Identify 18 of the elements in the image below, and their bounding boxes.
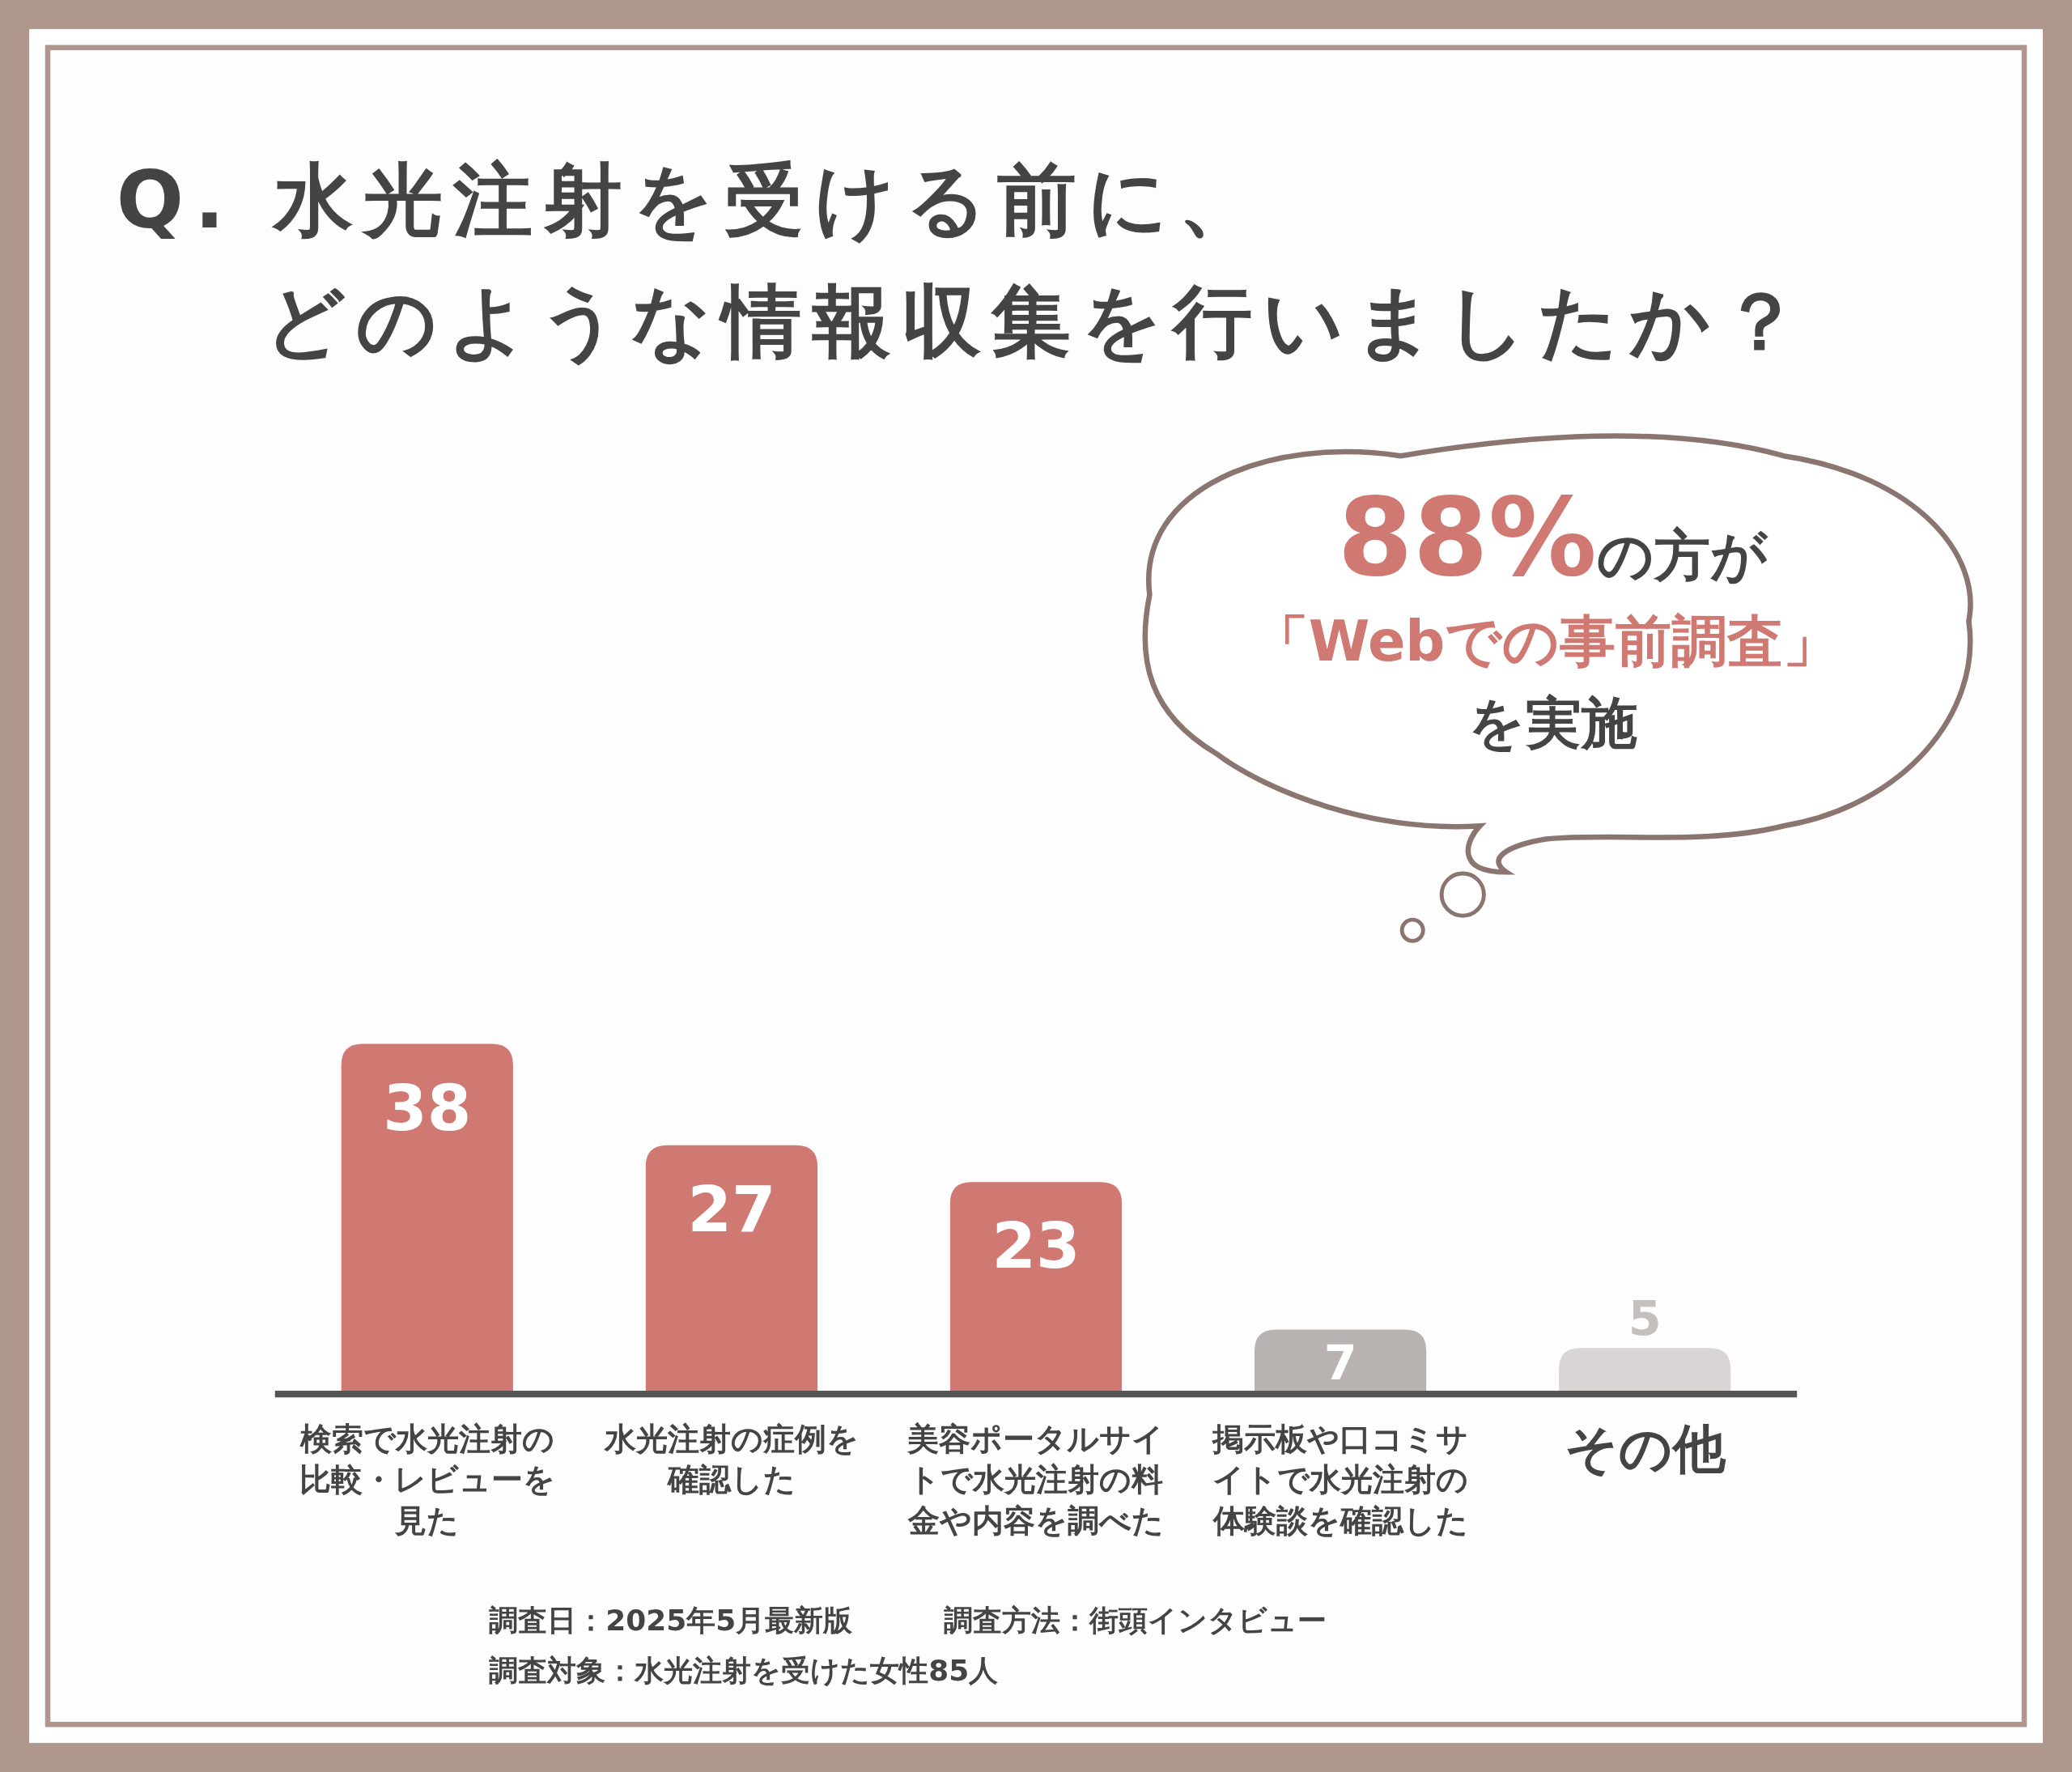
annotation: を実施: [1467, 691, 1637, 756]
data-label: 7: [1323, 1335, 1357, 1392]
data-label: 27: [687, 1171, 776, 1246]
annotation: 88%の方が: [1337, 474, 1768, 601]
data-label: 23: [991, 1209, 1081, 1283]
data-label: 5: [1628, 1290, 1662, 1346]
data-label: 38: [383, 1070, 472, 1145]
annotation: 「Webでの事前調査」: [1252, 609, 1840, 674]
category: その他: [1564, 1417, 1726, 1479]
annotation: 調査対象：水光注射を受けた女性85人: [489, 1654, 999, 1688]
category: 検索で水光注射の比較・レビューを見た: [299, 1420, 555, 1539]
category: 水光注射の症例を確認した: [604, 1420, 859, 1498]
title: どのような情報収集を行いましたか？: [264, 274, 1811, 368]
category: 掲示板や口コミサイトで水光注射の体験談を確認した: [1212, 1420, 1469, 1539]
title: Q. 水光注射を受ける前に、: [116, 153, 1269, 246]
annotation: 調査方法：街頭インタビュー: [943, 1604, 1327, 1638]
category: 美容ポータルサイトで水光注射の料金や内容を調べた: [907, 1420, 1165, 1539]
annotation: 調査日：2025年5月最新版: [489, 1604, 853, 1638]
